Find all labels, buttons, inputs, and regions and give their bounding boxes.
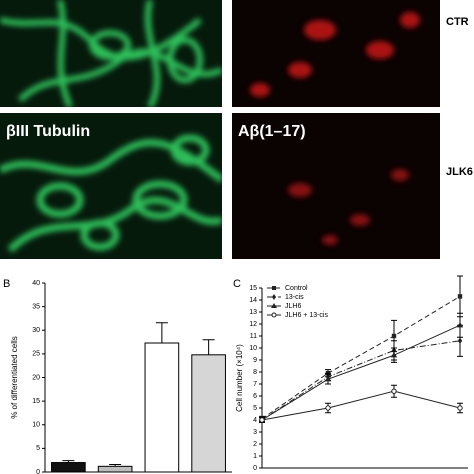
stain-label: Aβ(1–17) bbox=[238, 123, 306, 140]
bar bbox=[97, 465, 133, 473]
legend-label: Control bbox=[285, 285, 308, 292]
y-tick-label: 0 bbox=[253, 465, 257, 472]
marker bbox=[324, 376, 332, 382]
marker bbox=[457, 337, 463, 344]
series-line bbox=[261, 295, 461, 420]
y-tick-label: 40 bbox=[32, 280, 40, 287]
y-tick-label: 0 bbox=[36, 469, 40, 474]
marker bbox=[272, 286, 276, 290]
marker bbox=[456, 322, 464, 328]
y-tick-label: 2 bbox=[253, 441, 257, 448]
stain-label: βIII Tubulin bbox=[6, 123, 90, 140]
y-axis-label: % of differentiated cells bbox=[10, 336, 19, 419]
y-tick-label: 4 bbox=[253, 417, 257, 424]
y-axis-label: Cell number (×10⁴) bbox=[235, 344, 244, 412]
y-tick-label: 1 bbox=[253, 453, 257, 460]
panel-label: C bbox=[233, 278, 241, 290]
bar bbox=[144, 342, 180, 473]
row-label: CTR bbox=[446, 16, 469, 28]
y-tick-label: 10 bbox=[32, 422, 40, 429]
y-tick-label: 25 bbox=[32, 351, 40, 358]
legend-label: JLH6 bbox=[285, 303, 301, 310]
marker bbox=[271, 312, 277, 318]
marker bbox=[457, 294, 463, 299]
series-line bbox=[261, 340, 461, 421]
y-tick-label: 5 bbox=[36, 445, 40, 452]
y-tick-label: 7 bbox=[253, 381, 257, 388]
panel-label: B bbox=[3, 278, 10, 290]
y-tick-label: 6 bbox=[253, 393, 257, 400]
micrograph-green-jlk6 bbox=[0, 113, 222, 259]
y-tick-label: 8 bbox=[253, 369, 257, 376]
marker bbox=[272, 294, 276, 300]
y-tick-label: 14 bbox=[249, 297, 257, 304]
marker bbox=[457, 405, 463, 411]
micrograph-red-ctr bbox=[232, 0, 440, 107]
micrograph-red-jlk6 bbox=[232, 113, 440, 259]
marker bbox=[390, 352, 398, 358]
legend-label: JLH6 + 13-cis bbox=[285, 312, 328, 319]
series-line bbox=[261, 390, 461, 421]
y-tick-label: 12 bbox=[249, 321, 257, 328]
y-tick-label: 11 bbox=[250, 333, 257, 340]
bar bbox=[51, 462, 86, 473]
micrograph-green-ctr bbox=[0, 0, 222, 107]
y-tick-label: 20 bbox=[32, 374, 40, 381]
y-tick-label: 3 bbox=[253, 429, 257, 436]
marker bbox=[391, 388, 397, 394]
legend-label: 13-cis bbox=[285, 294, 304, 301]
bar bbox=[191, 354, 226, 473]
marker bbox=[391, 333, 397, 339]
y-tick-label: 35 bbox=[32, 303, 40, 310]
row-label: JLK6 bbox=[446, 166, 473, 178]
y-tick-label: 15 bbox=[32, 398, 40, 405]
y-tick-label: 10 bbox=[249, 345, 257, 352]
marker bbox=[259, 417, 265, 423]
y-tick-label: 13 bbox=[249, 309, 257, 316]
marker bbox=[325, 405, 331, 411]
series-line bbox=[261, 324, 461, 421]
marker bbox=[271, 303, 277, 308]
y-tick-label: 5 bbox=[253, 405, 257, 412]
y-tick-label: 30 bbox=[32, 327, 40, 334]
y-tick-label: 15 bbox=[249, 285, 257, 292]
y-tick-label: 9 bbox=[253, 357, 257, 364]
